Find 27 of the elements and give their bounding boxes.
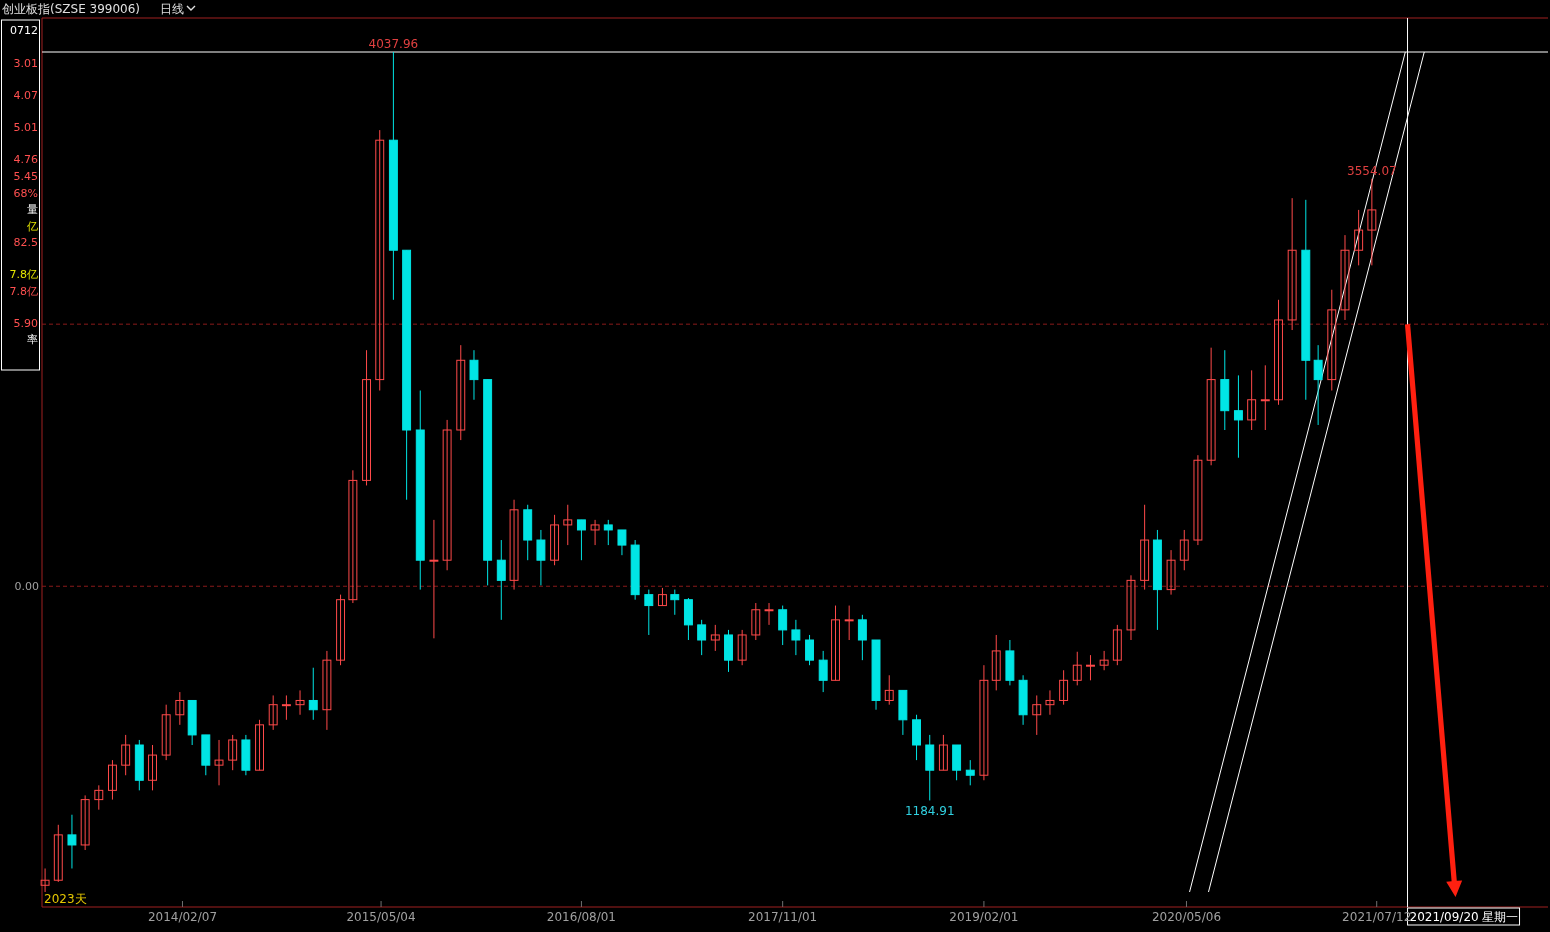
annotation: 1184.91	[904, 804, 955, 819]
text: 0712	[10, 24, 38, 37]
x-tick-label: 2014/02/07	[147, 910, 218, 924]
annotation: 2023天	[44, 892, 87, 906]
text: 7.8亿	[9, 285, 38, 298]
ref-line-label: 2021/09/20 星期一	[1409, 910, 1519, 924]
text: 0.00	[14, 580, 39, 594]
chart-title: 创业板指(SZSE 399006)	[2, 2, 141, 16]
text: 4.07	[13, 89, 38, 102]
x-tick-label: 2020/05/06	[1151, 910, 1222, 924]
text: 5.45	[13, 170, 38, 183]
text: 亿	[26, 220, 38, 233]
annotation: 4037.96	[368, 37, 419, 51]
text: 82.5	[13, 236, 38, 249]
text: 68%	[13, 187, 38, 200]
x-tick-label: 2019/02/01	[949, 910, 1019, 924]
text: 3.01	[13, 57, 38, 70]
text: 4.76	[13, 153, 38, 166]
x-tick-label: 2016/08/01	[546, 910, 617, 924]
text: 5.01	[13, 121, 38, 134]
text: 7.8亿	[9, 268, 38, 281]
x-tick-label: 2015/05/04	[346, 910, 416, 924]
text: 5.90	[13, 317, 38, 330]
x-tick-label: 2017/11/01	[748, 910, 818, 924]
text: 率	[27, 333, 38, 346]
text: 量	[27, 203, 38, 216]
chart-subtitle: 日线	[160, 2, 184, 16]
